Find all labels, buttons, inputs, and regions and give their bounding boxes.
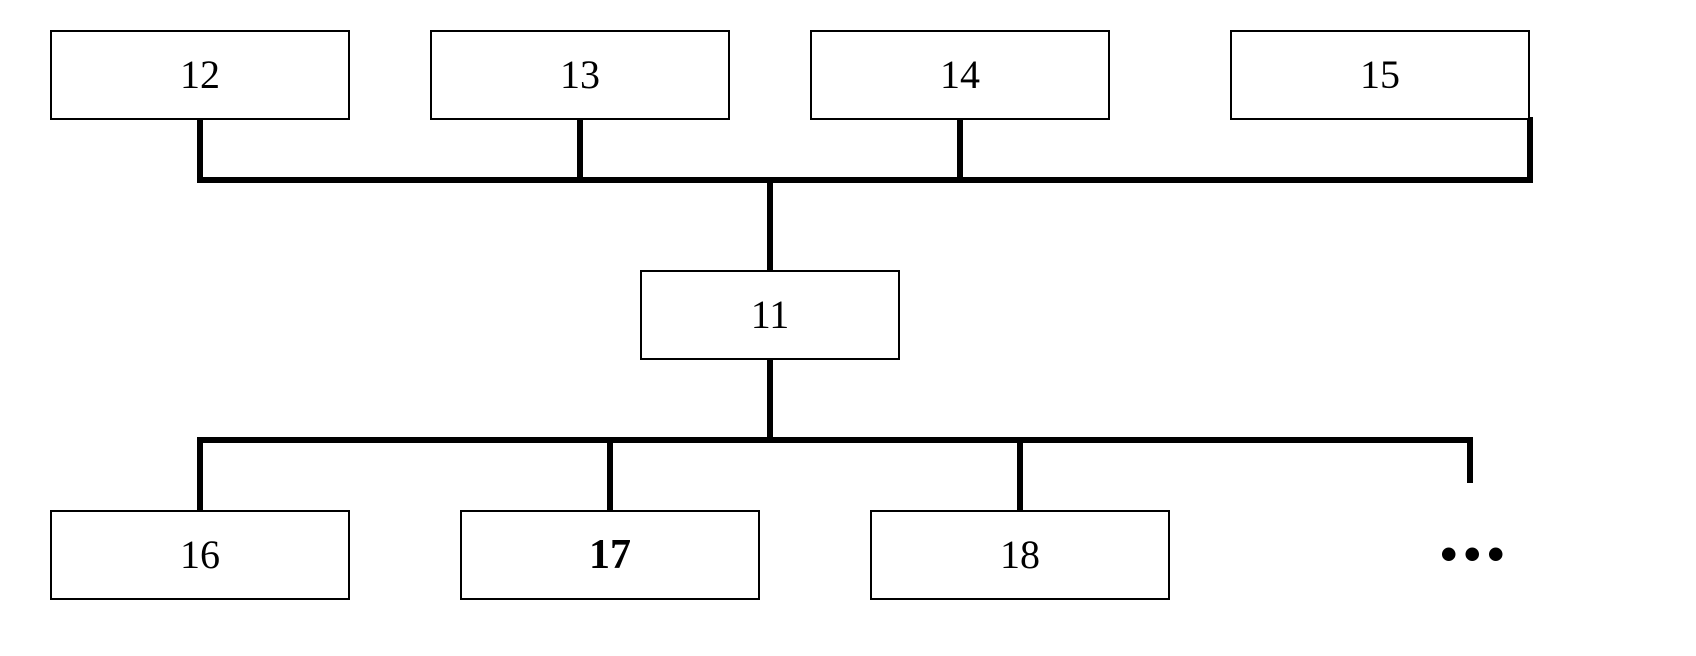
ellipsis-text: ••• (1440, 526, 1511, 582)
node-n17: 17 (460, 510, 760, 600)
ellipsis-label: ••• (1440, 525, 1511, 583)
node-n13: 13 (430, 30, 730, 120)
node-n18: 18 (870, 510, 1170, 600)
node-n11: 11 (640, 270, 900, 360)
node-label: 12 (180, 55, 220, 95)
node-label: 15 (1360, 55, 1400, 95)
node-n15: 15 (1230, 30, 1530, 120)
node-label: 13 (560, 55, 600, 95)
node-label: 11 (751, 295, 790, 335)
node-label: 14 (940, 55, 980, 95)
node-n12: 12 (50, 30, 350, 120)
node-label: 16 (180, 535, 220, 575)
node-label: 18 (1000, 535, 1040, 575)
diagram-canvas: ••• 12 13 14 15 11 16 17 18 (0, 0, 1696, 656)
node-label: 17 (589, 534, 631, 576)
node-n16: 16 (50, 510, 350, 600)
node-n14: 14 (810, 30, 1110, 120)
